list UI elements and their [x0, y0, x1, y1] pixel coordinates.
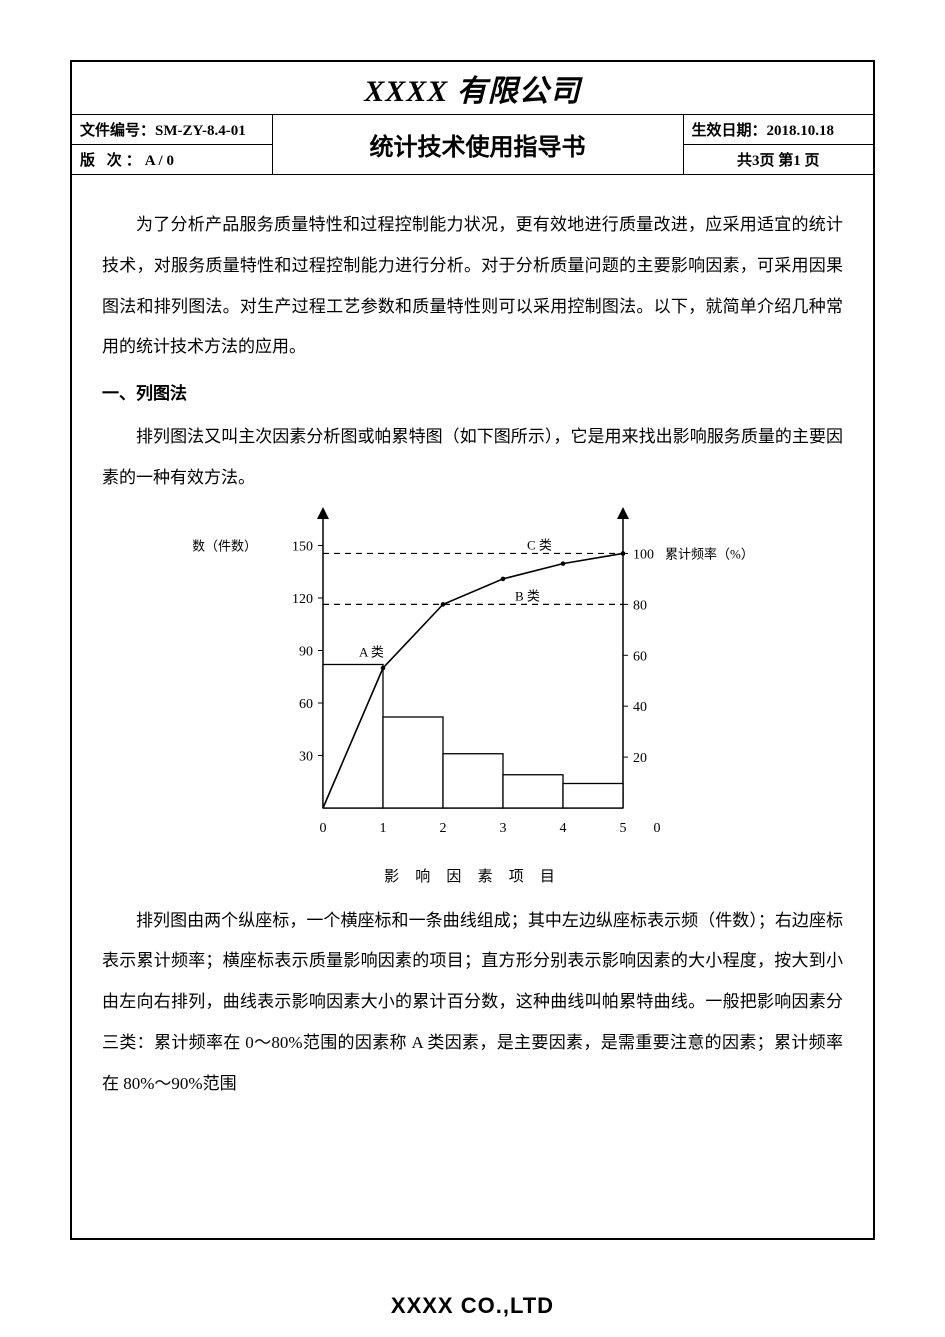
svg-text:90: 90 [299, 644, 313, 659]
section-1-title: 一、列图法 [102, 374, 843, 415]
svg-text:5: 5 [619, 821, 626, 836]
svg-text:120: 120 [292, 592, 313, 607]
section-1-p2: 排列图由两个纵座标，一个横座标和一条曲线组成；其中左边纵座标表示频（件数）；右边… [102, 901, 843, 1105]
svg-text:C 类: C 类 [527, 537, 552, 552]
company-name: XXXX 有限公司 [72, 62, 873, 115]
svg-text:3: 3 [499, 821, 506, 836]
version-label: 版 次： [80, 153, 145, 169]
content-area: 为了分析产品服务质量特性和过程控制能力状况，更有效地进行质量改进，应采用适宜的统… [72, 175, 873, 1115]
effective-date-cell: 生效日期：2018.10.18 [683, 115, 873, 145]
header-table: XXXX 有限公司 文件编号：SM-ZY-8.4-01 统计技术使用指导书 生效… [72, 62, 873, 175]
svg-text:60: 60 [633, 649, 647, 664]
svg-text:频数（件数）: 频数（件数） [193, 538, 257, 553]
chart-caption: 影 响 因 素 项 目 [102, 859, 843, 895]
svg-text:0: 0 [653, 821, 660, 836]
page-info: 共3页 第1 页 [683, 145, 873, 175]
version-cell: 版 次：A / 0 [72, 145, 272, 175]
doc-no-value: SM-ZY-8.4-01 [155, 123, 246, 139]
svg-text:2: 2 [439, 821, 446, 836]
svg-text:累计频率（%）: 累计频率（%） [665, 546, 753, 561]
version-value: A / 0 [145, 153, 174, 169]
svg-text:40: 40 [633, 700, 647, 715]
page-border: XXXX 有限公司 文件编号：SM-ZY-8.4-01 统计技术使用指导书 生效… [70, 60, 875, 1240]
svg-text:1: 1 [379, 821, 386, 836]
svg-text:B 类: B 类 [515, 588, 540, 603]
pareto-svg: 30 60 90 120 150 20 40 60 80 100 0 1 2 3 4 5 0 A 类 B 类 C 类 频… [193, 503, 753, 853]
doc-number-cell: 文件编号：SM-ZY-8.4-01 [72, 115, 272, 145]
doc-title: 统计技术使用指导书 [272, 115, 683, 175]
pareto-chart: 30 60 90 120 150 20 40 60 80 100 0 1 2 3 4 5 0 A 类 B 类 C 类 频… [102, 503, 843, 853]
section-1-p1: 排列图法又叫主次因素分析图或帕累特图（如下图所示），它是用来找出影响服务质量的主… [102, 417, 843, 499]
svg-text:0: 0 [319, 821, 326, 836]
svg-text:20: 20 [633, 751, 647, 766]
intro-paragraph: 为了分析产品服务质量特性和过程控制能力状况，更有效地进行质量改进，应采用适宜的统… [102, 205, 843, 368]
svg-text:4: 4 [559, 821, 566, 836]
svg-text:30: 30 [299, 749, 313, 764]
svg-text:A 类: A 类 [359, 644, 384, 659]
date-label: 生效日期： [692, 123, 767, 139]
date-value: 2018.10.18 [767, 123, 835, 139]
svg-text:150: 150 [292, 539, 313, 554]
svg-text:100: 100 [633, 547, 654, 562]
svg-text:80: 80 [633, 598, 647, 613]
svg-text:60: 60 [299, 697, 313, 712]
footer-company: XXXX CO.,LTD [0, 1293, 945, 1319]
doc-no-label: 文件编号： [80, 123, 155, 139]
